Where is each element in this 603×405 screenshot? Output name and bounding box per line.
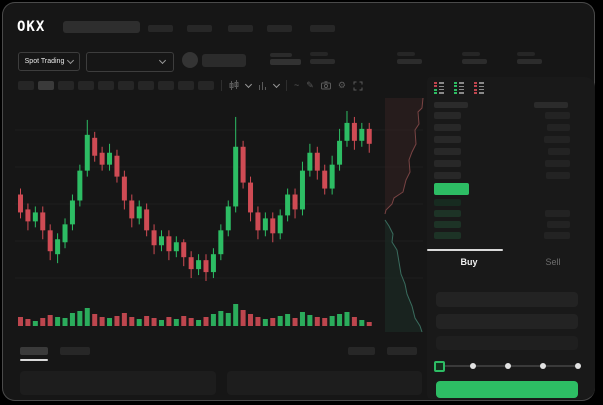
ask-price-bar[interactable] xyxy=(434,112,461,119)
stat-label-placeholder xyxy=(310,52,328,56)
bottom-table-placeholder xyxy=(20,371,216,395)
header-icon-circle[interactable] xyxy=(182,52,198,68)
stat-value-placeholder xyxy=(517,59,542,64)
timeframe-button[interactable] xyxy=(178,81,194,90)
nav-item-placeholder[interactable] xyxy=(267,25,292,32)
slider-stop-dot[interactable] xyxy=(575,363,581,369)
stat-value-placeholder xyxy=(462,59,487,64)
ask-amount-bar[interactable] xyxy=(547,124,570,131)
nav-item-placeholder[interactable] xyxy=(148,25,173,32)
bottom-tab-placeholder[interactable] xyxy=(60,347,90,355)
bid-price-bar[interactable] xyxy=(434,210,461,217)
nav-item-placeholder[interactable] xyxy=(310,25,335,32)
stat-value-placeholder xyxy=(310,59,335,64)
ask-price-bar[interactable] xyxy=(434,136,461,143)
okx-logo: OKX xyxy=(17,19,46,35)
depth-chart[interactable] xyxy=(379,96,425,334)
stat-label-placeholder xyxy=(397,52,415,56)
timeframe-button[interactable] xyxy=(118,81,134,90)
header-control-placeholder[interactable] xyxy=(202,54,246,67)
bottom-table-placeholder xyxy=(227,371,422,395)
book-all-icon[interactable] xyxy=(434,81,445,95)
ask-price-bar[interactable] xyxy=(434,160,461,167)
slider-stop-dot[interactable] xyxy=(540,363,546,369)
pair-selector-dropdown[interactable] xyxy=(86,52,174,72)
bid-price-bar[interactable] xyxy=(434,199,461,206)
book-bids-icon[interactable] xyxy=(454,81,465,95)
bids-depth-line xyxy=(384,219,423,333)
buy-submit-button[interactable] xyxy=(436,381,578,398)
bid-price-bar[interactable] xyxy=(434,232,461,239)
order-input-placeholder[interactable] xyxy=(436,336,578,350)
bottom-tab-active-placeholder[interactable] xyxy=(20,347,48,355)
timeframe-button[interactable] xyxy=(18,81,34,90)
timeframe-button[interactable] xyxy=(38,81,54,90)
chevron-down-icon[interactable] xyxy=(272,80,281,89)
ask-price-bar[interactable] xyxy=(434,124,461,131)
bottom-tab-underline xyxy=(20,359,48,361)
timeframe-button[interactable] xyxy=(138,81,154,90)
market-type-label: Spot Trading xyxy=(24,58,65,65)
settings-icon[interactable]: ⚙ xyxy=(337,80,346,90)
nav-item-placeholder[interactable] xyxy=(228,25,253,32)
last-price-label-placeholder xyxy=(270,53,292,57)
chevron-down-icon[interactable] xyxy=(244,80,253,89)
last-price-value-placeholder xyxy=(270,59,301,65)
stat-label-placeholder xyxy=(462,52,480,56)
candle-style-icon[interactable] xyxy=(229,80,239,91)
bid-amount-bar[interactable] xyxy=(545,210,570,217)
timeframe-button[interactable] xyxy=(158,81,174,90)
bids-depth-area xyxy=(385,220,422,332)
bid-amount-bar[interactable] xyxy=(544,232,570,239)
ask-price-bar[interactable] xyxy=(434,172,461,179)
ask-amount-bar[interactable] xyxy=(546,172,570,179)
order-input-placeholder[interactable] xyxy=(436,292,578,307)
ask-price-bar[interactable] xyxy=(434,148,461,155)
chevron-down-icon xyxy=(158,56,167,65)
slider-stop-dot[interactable] xyxy=(470,363,476,369)
timeframe-button[interactable] xyxy=(98,81,114,90)
book-asks-icon[interactable] xyxy=(474,81,485,95)
ask-amount-bar[interactable] xyxy=(544,136,570,143)
toolbar-divider xyxy=(221,80,222,91)
timeframe-button[interactable] xyxy=(198,81,214,90)
draw-tool-icon[interactable]: ✎ xyxy=(306,80,314,90)
stat-label-placeholder xyxy=(517,52,535,56)
fullscreen-icon[interactable] xyxy=(353,81,363,91)
bid-price-bar[interactable] xyxy=(434,221,461,228)
bottom-action-placeholder[interactable] xyxy=(387,347,417,355)
current-price-bar[interactable] xyxy=(434,183,469,195)
bottom-action-placeholder[interactable] xyxy=(348,347,375,355)
asks-depth-area xyxy=(385,98,423,214)
asks-depth-line xyxy=(384,97,424,215)
orderbook-view-toggle xyxy=(434,81,485,95)
indicators-icon[interactable] xyxy=(258,81,267,91)
order-side-tabs: Buy Sell xyxy=(427,249,595,271)
ask-amount-bar[interactable] xyxy=(548,148,570,155)
tab-buy[interactable]: Buy xyxy=(460,257,478,267)
chevron-down-icon xyxy=(67,56,75,65)
chart-toolbar: ~ ✎ ⚙ xyxy=(221,79,363,92)
search-bar[interactable] xyxy=(63,21,140,33)
order-input-placeholder[interactable] xyxy=(436,314,578,329)
slider-handle[interactable] xyxy=(434,361,445,372)
orderbook-price-column-header xyxy=(434,102,468,108)
screenshot-icon[interactable] xyxy=(320,81,331,90)
bid-amount-bar[interactable] xyxy=(547,221,570,228)
timeframe-button[interactable] xyxy=(78,81,94,90)
toolbar-divider xyxy=(286,80,287,91)
ask-amount-bar[interactable] xyxy=(545,112,570,119)
stat-value-placeholder xyxy=(397,59,422,64)
timeframe-button[interactable] xyxy=(58,81,74,90)
slider-stop-dot[interactable] xyxy=(505,363,511,369)
nav-item-placeholder[interactable] xyxy=(187,25,212,32)
tab-sell[interactable]: Sell xyxy=(545,257,561,267)
orderbook-amount-column-header xyxy=(534,102,568,108)
active-tab-indicator xyxy=(427,249,503,251)
ask-amount-bar[interactable] xyxy=(545,160,570,167)
line-tool-icon[interactable]: ~ xyxy=(294,80,300,90)
market-type-dropdown[interactable]: Spot Trading xyxy=(18,52,80,71)
